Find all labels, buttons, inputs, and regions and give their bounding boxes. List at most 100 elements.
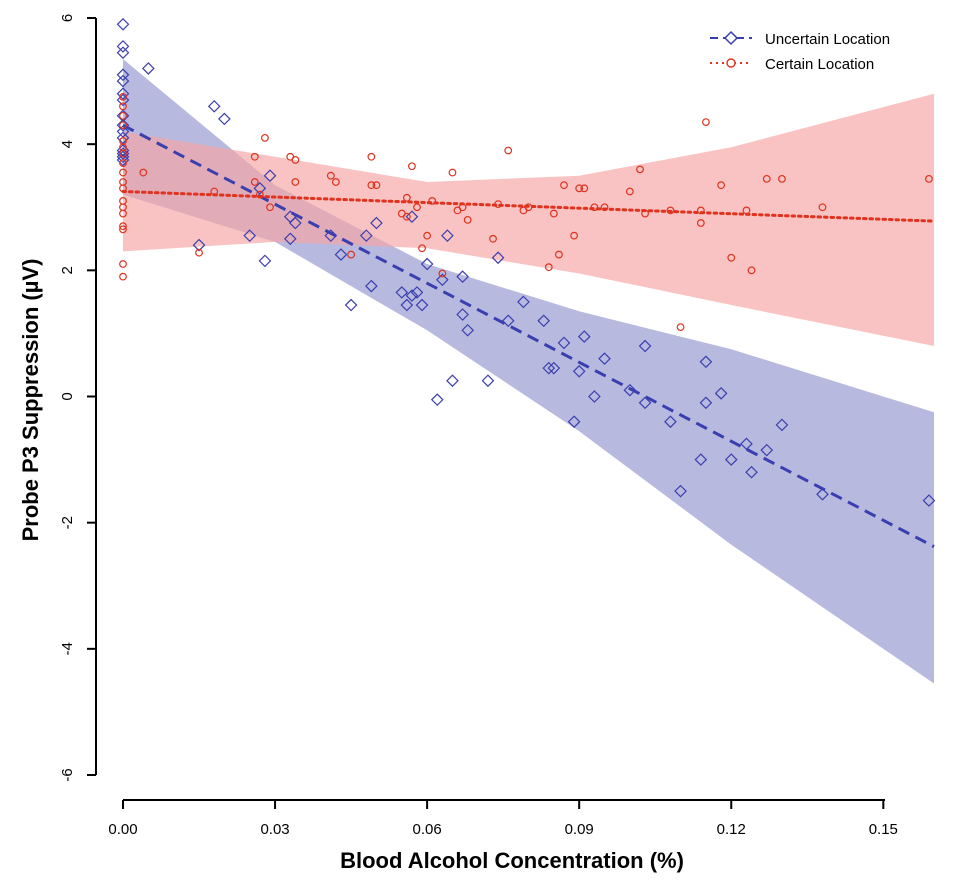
point-certain <box>250 152 259 161</box>
confidence-bands <box>123 59 934 684</box>
point-certain <box>818 203 827 212</box>
point-certain <box>119 111 127 120</box>
point-certain <box>778 174 786 183</box>
point-certain <box>555 250 563 259</box>
x-tick-label: 0.15 <box>869 821 898 838</box>
point-certain <box>696 206 705 215</box>
x-ticks: 0.00 0.03 0.06 0.09 0.12 0.15 <box>108 800 898 838</box>
point-uncertain <box>420 257 434 271</box>
legend-circle-icon <box>726 58 736 68</box>
axes: 6 4 2 0 -2 -4 -6 0.00 0.03 0.06 0.09 0.12 0.15 <box>59 14 898 838</box>
point-uncertain <box>116 125 130 138</box>
legend-label-uncertain: Uncertain Location <box>765 31 890 48</box>
point-uncertain <box>598 352 611 365</box>
y-tick-label: 6 <box>59 14 76 22</box>
x-tick-label: 0.03 <box>260 821 289 838</box>
point-uncertain <box>207 99 221 113</box>
point-uncertain <box>638 396 652 410</box>
point-certain <box>625 187 634 196</box>
point-uncertain <box>699 396 713 410</box>
point-certain <box>636 165 644 174</box>
point-certain <box>696 219 705 227</box>
point-uncertain <box>395 286 409 299</box>
point-uncertain <box>116 131 130 145</box>
point-certain <box>560 181 568 190</box>
point-certain <box>438 269 447 278</box>
point-certain <box>331 178 340 186</box>
point-uncertain <box>243 229 257 242</box>
point-certain <box>428 197 437 205</box>
data-points <box>116 17 936 507</box>
fit-line-certain <box>121 189 936 223</box>
fit-line-uncertain <box>122 123 935 548</box>
point-certain <box>702 118 710 126</box>
point-certain <box>489 234 497 243</box>
point-uncertain <box>370 216 383 230</box>
point-certain <box>119 149 127 158</box>
point-uncertain <box>577 330 591 343</box>
point-uncertain <box>760 443 774 457</box>
point-uncertain <box>253 181 267 195</box>
point-uncertain <box>501 314 515 328</box>
point-uncertain <box>116 46 130 60</box>
point-certain <box>448 168 457 177</box>
point-certain <box>408 162 416 171</box>
point-uncertain <box>116 153 130 167</box>
point-uncertain <box>481 374 495 388</box>
point-uncertain <box>572 364 586 378</box>
point-uncertain <box>740 437 753 451</box>
point-uncertain <box>141 62 155 75</box>
point-certain <box>347 250 355 259</box>
point-certain <box>727 253 736 262</box>
point-uncertain <box>116 74 130 88</box>
point-certain <box>575 184 584 193</box>
point-certain <box>367 181 376 190</box>
point-certain <box>402 212 411 221</box>
point-certain <box>590 203 599 212</box>
point-certain <box>291 178 300 186</box>
point-certain <box>418 244 426 253</box>
point-certain <box>925 174 933 183</box>
point-certain <box>549 209 558 218</box>
point-certain <box>463 215 472 224</box>
point-certain <box>119 209 127 218</box>
point-certain <box>119 121 127 130</box>
point-certain <box>119 222 127 231</box>
point-certain <box>747 266 756 275</box>
point-uncertain <box>116 40 130 53</box>
point-certain <box>494 200 502 208</box>
point-uncertain <box>435 273 449 287</box>
point-uncertain <box>461 323 475 337</box>
point-uncertain <box>283 232 297 246</box>
point-certain <box>423 231 432 240</box>
point-certain <box>762 174 771 183</box>
point-uncertain <box>365 279 378 293</box>
point-certain <box>676 323 685 332</box>
point-uncertain <box>816 487 829 501</box>
x-tick-label: 0.00 <box>108 821 137 838</box>
point-uncertain <box>664 415 677 429</box>
point-uncertain <box>324 229 338 242</box>
point-uncertain <box>557 336 571 350</box>
legend-item-uncertain: Uncertain Location <box>710 30 890 48</box>
y-tick-label: -2 <box>59 516 76 529</box>
point-uncertain <box>430 393 444 407</box>
point-certain <box>544 263 553 272</box>
point-uncertain <box>263 169 277 183</box>
point-certain <box>119 168 127 177</box>
legend: Uncertain Location Certain Location <box>710 30 890 73</box>
point-certain <box>367 152 376 161</box>
point-uncertain <box>405 210 419 224</box>
point-uncertain <box>638 339 652 353</box>
x-tick-label: 0.12 <box>717 821 746 838</box>
point-uncertain <box>694 453 708 466</box>
point-certain <box>580 184 589 193</box>
point-uncertain <box>359 229 373 242</box>
point-certain <box>291 156 300 164</box>
point-uncertain <box>456 308 469 321</box>
point-certain <box>210 187 219 196</box>
point-certain <box>570 231 579 240</box>
point-certain <box>641 209 649 218</box>
legend-label-certain: Certain Location <box>765 56 874 73</box>
